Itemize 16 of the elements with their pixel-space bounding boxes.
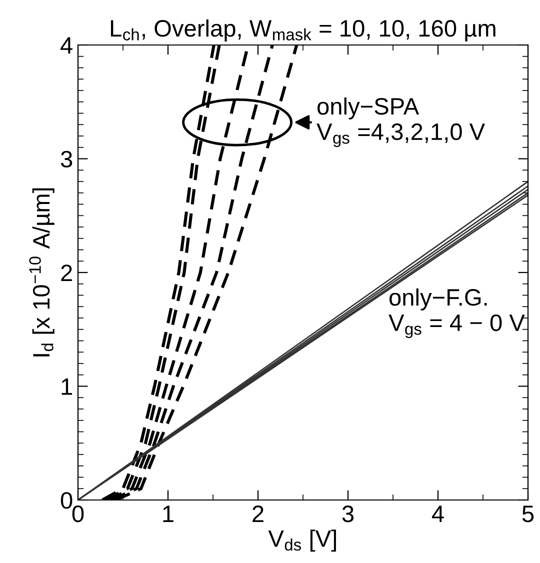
x-tick-label: 1 [163,506,174,522]
annotation: only−F.G. V$_{gs}$ = 4 − 0 V [388,288,525,338]
x-tick-label: 3 [342,505,354,522]
y-tick-label: 1 [62,378,72,395]
chart-title: L$_{ch}$, Overlap, W$_{mask}$ = 10, 10, 160 µm [110,19,496,42]
x-tick-label: 0 [72,505,84,522]
y-tick-label: 4 [60,37,72,54]
y-tick-label: 0 [60,492,72,509]
x-axis-title: V$_{ds}$ [V] [268,530,336,552]
y-axis-title: I$_{d}$ [x 10$^{−10}$ A/µm] [29,188,54,356]
y-tick-label: 3 [60,150,72,168]
x-tick-label: 2 [252,505,264,522]
annotation: only−SPA V$_{gs}$ =4,3,2,1,0 V [316,97,485,148]
x-tick-label: 5 [522,506,534,522]
y-tick-label: 2 [61,264,72,282]
x-tick-label: 4 [432,506,444,522]
